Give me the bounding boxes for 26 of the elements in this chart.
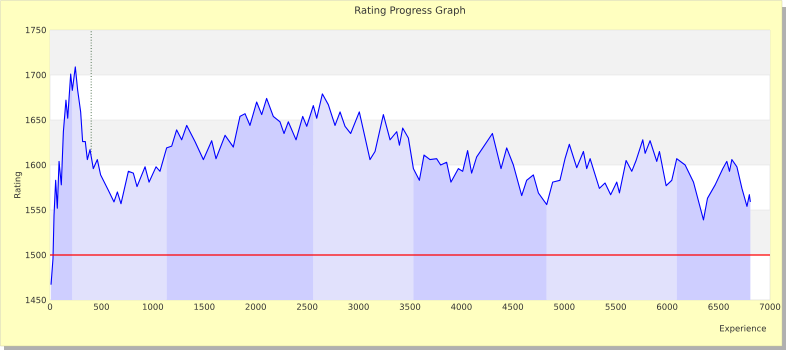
y-tick-label: 1700 bbox=[26, 72, 46, 78]
x-tick-label: 5500 bbox=[606, 304, 626, 310]
y-tick-label: 1450 bbox=[26, 296, 46, 304]
chart-title: Rating Progress Graph bbox=[355, 6, 465, 16]
x-tick-label: 500 bbox=[94, 304, 109, 310]
x-tick-label: 3500 bbox=[400, 304, 420, 310]
x-tick-label: 2000 bbox=[246, 304, 266, 310]
x-tick-label: 2500 bbox=[297, 304, 318, 310]
y-axis-title: Rating bbox=[14, 172, 22, 198]
x-tick-label: 5000 bbox=[554, 304, 575, 310]
x-tick-label: 4500 bbox=[502, 304, 524, 310]
x-tick-label: 3000 bbox=[348, 304, 369, 310]
x-axis-title: Experience bbox=[720, 324, 766, 334]
x-tick-label: 7000 bbox=[760, 304, 780, 310]
y-tick-label: 1650 bbox=[26, 116, 46, 124]
x-tick-label: 4000 bbox=[451, 304, 472, 310]
x-tick-label: 1000 bbox=[143, 304, 164, 310]
x-tick-label: 1500 bbox=[194, 304, 214, 310]
x-tick-label: 6500 bbox=[708, 304, 729, 310]
x-tick-label: 0 bbox=[48, 304, 52, 310]
y-tick-label: 1750 bbox=[26, 26, 46, 34]
y-tick-label: 1600 bbox=[26, 162, 46, 168]
y-tick-label: 1550 bbox=[26, 206, 46, 214]
x-tick-label: 6000 bbox=[656, 304, 678, 310]
line-series bbox=[50, 66, 751, 286]
y-tick-label: 1500 bbox=[26, 252, 46, 258]
